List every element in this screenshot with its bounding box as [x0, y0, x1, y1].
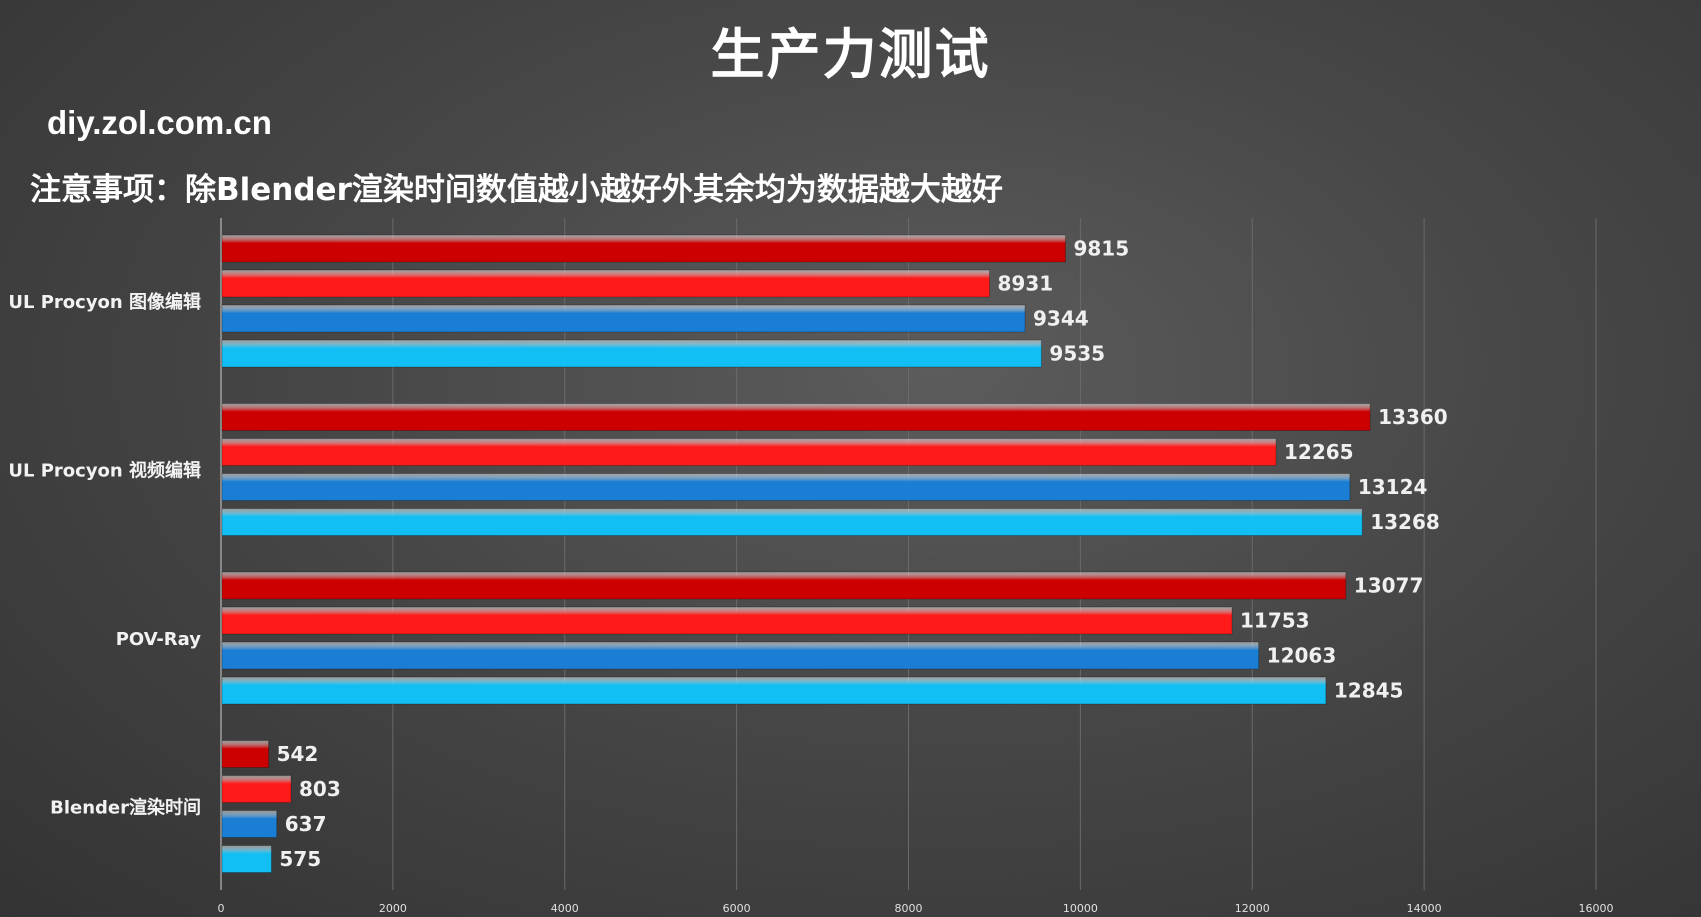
- x-tick-label: 10000: [1063, 902, 1098, 915]
- bar: [221, 606, 1233, 635]
- bar: [221, 304, 1026, 333]
- bar: [221, 775, 292, 803]
- bar: [221, 269, 991, 298]
- category-label: POV-Ray: [116, 629, 202, 650]
- value-label: 12265: [1284, 440, 1354, 464]
- bar: [221, 473, 1351, 501]
- chart-note: 注意事项：除Blender渲染时间数值越小越好外其余均为数据越大越好: [30, 172, 1003, 208]
- value-label: 542: [277, 742, 319, 766]
- bar: [221, 234, 1066, 263]
- value-label: 9815: [1073, 237, 1129, 261]
- labels: UL Procyon 图像编辑 9815 8931 9344 9535 UL Procyo…: [8, 237, 1447, 872]
- watermark-text: diy.zol.com.cn: [47, 104, 272, 141]
- category-label: UL Procyon 图像编辑: [8, 291, 201, 313]
- x-tick-label: 8000: [895, 902, 923, 915]
- value-label: 12063: [1267, 644, 1337, 668]
- bar: [221, 641, 1260, 670]
- x-tick-label: 6000: [723, 902, 751, 915]
- bar: [221, 508, 1363, 536]
- x-tick-label: 0: [218, 902, 225, 915]
- value-label: 575: [279, 847, 321, 871]
- value-label: 11753: [1240, 609, 1310, 633]
- value-label: 13268: [1370, 510, 1440, 534]
- value-label: 13077: [1354, 574, 1424, 598]
- chart-title: 生产力测试: [710, 23, 991, 86]
- x-tick-label: 14000: [1407, 902, 1442, 915]
- bar: [221, 810, 278, 838]
- bar: [221, 339, 1042, 368]
- category-label: Blender渲染时间: [50, 797, 201, 819]
- bar: [221, 571, 1347, 600]
- value-label: 9535: [1049, 342, 1105, 366]
- category-label: UL Procyon 视频编辑: [8, 460, 201, 482]
- x-tick-label: 2000: [379, 902, 407, 915]
- bar: [221, 845, 272, 873]
- bars: [221, 234, 1371, 873]
- axis: 0 2000 4000 6000 8000 10000 12000 14000 16000: [218, 218, 1614, 915]
- value-label: 12845: [1334, 679, 1404, 703]
- value-label: 637: [285, 812, 327, 836]
- bar: [221, 438, 1277, 466]
- bar: [221, 403, 1371, 431]
- x-tick-label: 16000: [1579, 902, 1614, 915]
- value-label: 9344: [1033, 307, 1089, 331]
- value-label: 803: [299, 777, 341, 801]
- bar: [221, 740, 270, 768]
- value-label: 13360: [1378, 405, 1448, 429]
- value-label: 8931: [998, 272, 1054, 296]
- x-tick-label: 12000: [1235, 902, 1270, 915]
- bar: [221, 676, 1327, 705]
- value-label: 13124: [1358, 475, 1428, 499]
- x-tick-label: 4000: [551, 902, 579, 915]
